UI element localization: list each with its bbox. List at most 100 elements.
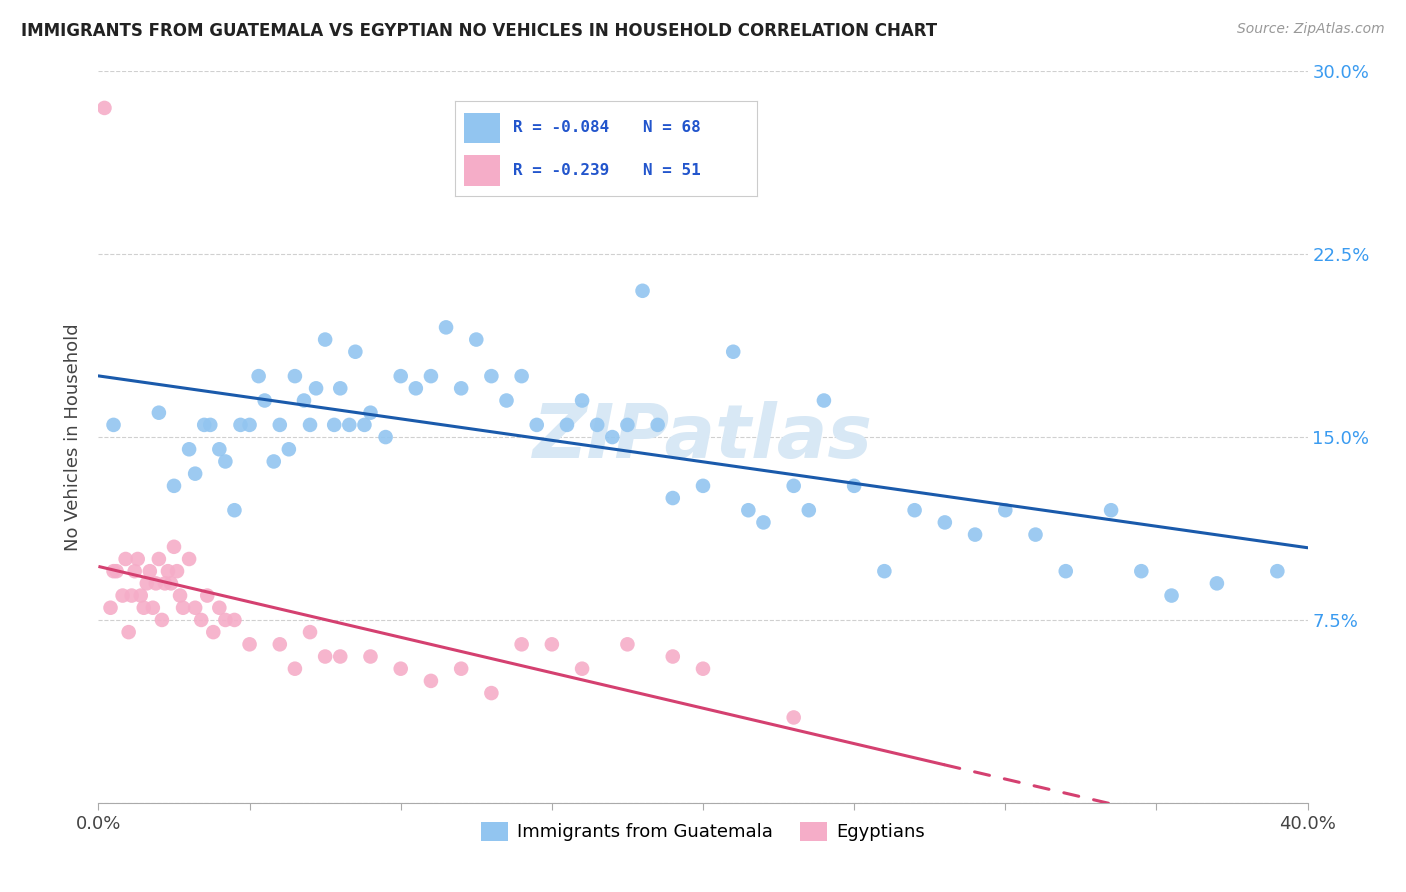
Point [299, 417, 322, 432]
Point [224, 613, 246, 627]
Point [179, 552, 201, 566]
Point [873, 564, 896, 578]
Point [329, 381, 352, 395]
Point [1206, 576, 1229, 591]
Point [661, 491, 683, 505]
Point [239, 637, 262, 651]
Point [184, 600, 207, 615]
Point [292, 393, 315, 408]
Point [100, 600, 122, 615]
Point [121, 589, 143, 603]
Point [934, 516, 956, 530]
Point [540, 637, 562, 651]
Point [166, 564, 188, 578]
Point [374, 430, 396, 444]
Point [224, 503, 246, 517]
Point [420, 673, 443, 688]
Point [631, 284, 654, 298]
Point [481, 686, 503, 700]
Point [153, 576, 176, 591]
Point [229, 417, 252, 432]
Point [247, 369, 270, 384]
Point [269, 417, 291, 432]
Point [797, 503, 820, 517]
Point [420, 369, 443, 384]
Point [526, 417, 548, 432]
Point [129, 589, 152, 603]
Point [124, 564, 146, 578]
Y-axis label: No Vehicles in Household: No Vehicles in Household [65, 323, 83, 551]
Point [160, 576, 183, 591]
Point [465, 333, 488, 347]
Point [284, 369, 307, 384]
Point [510, 369, 533, 384]
Point [145, 576, 167, 591]
Point [114, 552, 136, 566]
Point [1054, 564, 1077, 578]
Point [305, 381, 328, 395]
Point [405, 381, 427, 395]
Point [184, 467, 207, 481]
Point [904, 503, 927, 517]
Point [692, 479, 714, 493]
Legend: Immigrants from Guatemala, Egyptians: Immigrants from Guatemala, Egyptians [474, 814, 932, 848]
Point [299, 625, 322, 640]
Point [132, 600, 155, 615]
Point [148, 406, 170, 420]
Point [190, 613, 212, 627]
Point [571, 662, 593, 676]
Point [344, 344, 367, 359]
Point [314, 333, 336, 347]
Point [510, 637, 533, 651]
Point [179, 442, 201, 457]
Point [156, 564, 179, 578]
Text: ZIPatlas: ZIPatlas [533, 401, 873, 474]
Text: IMMIGRANTS FROM GUATEMALA VS EGYPTIAN NO VEHICLES IN HOUSEHOLD CORRELATION CHART: IMMIGRANTS FROM GUATEMALA VS EGYPTIAN NO… [21, 22, 938, 40]
Point [1267, 564, 1289, 578]
Point [337, 417, 360, 432]
Point [139, 564, 162, 578]
Point [616, 417, 638, 432]
Point [360, 406, 382, 420]
Point [723, 344, 745, 359]
Point [118, 625, 141, 640]
Point [208, 600, 231, 615]
Point [450, 381, 472, 395]
Point [602, 430, 624, 444]
Point [163, 479, 186, 493]
Point [965, 527, 987, 541]
Point [450, 662, 472, 676]
Point [434, 320, 457, 334]
Point [783, 479, 806, 493]
Point [263, 454, 285, 468]
Point [169, 589, 191, 603]
Point [214, 454, 236, 468]
Point [195, 589, 218, 603]
Point [103, 417, 125, 432]
Point [495, 393, 517, 408]
Point [172, 600, 194, 615]
Point [208, 442, 231, 457]
Point [661, 649, 683, 664]
Point [135, 576, 157, 591]
Point [692, 662, 714, 676]
Point [752, 516, 775, 530]
Point [481, 369, 503, 384]
Point [105, 564, 128, 578]
Point [127, 552, 149, 566]
Point [214, 613, 236, 627]
Point [783, 710, 806, 724]
Point [1160, 589, 1182, 603]
Point [277, 442, 299, 457]
Point [813, 393, 835, 408]
Point [150, 613, 173, 627]
Point [389, 662, 412, 676]
Point [323, 417, 346, 432]
Point [329, 649, 352, 664]
Point [93, 101, 115, 115]
Point [253, 393, 276, 408]
Point [994, 503, 1017, 517]
Text: Source: ZipAtlas.com: Source: ZipAtlas.com [1237, 22, 1385, 37]
Point [844, 479, 866, 493]
Point [737, 503, 759, 517]
